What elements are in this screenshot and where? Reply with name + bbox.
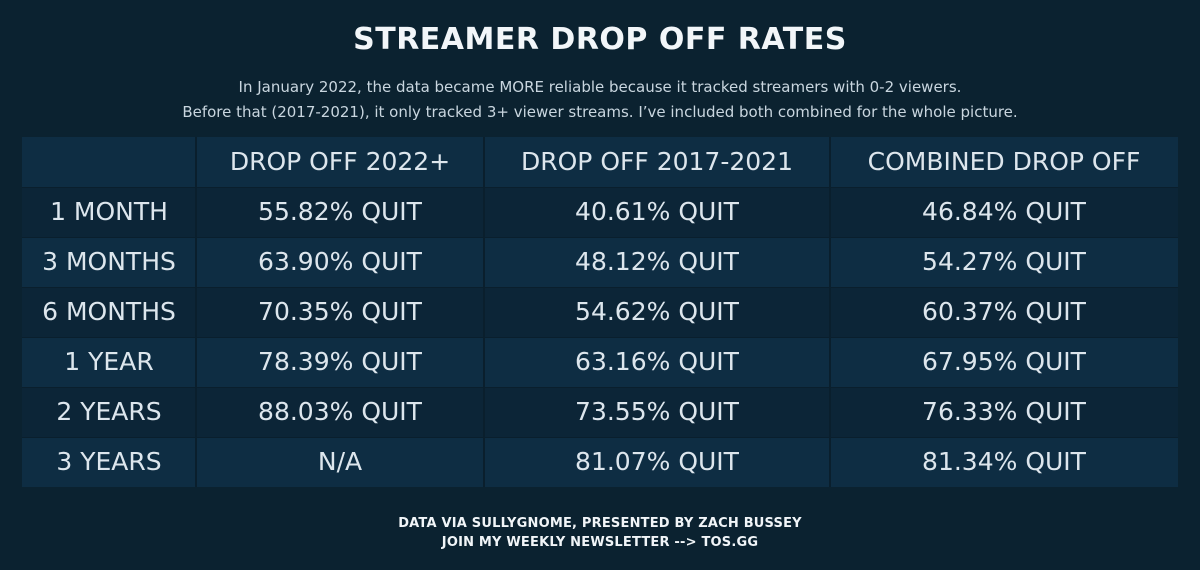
column-header: DROP OFF 2017-2021 [521, 147, 793, 176]
table-cell: 55.82% QUIT [258, 197, 422, 226]
table-cell: 40.61% QUIT [575, 197, 739, 226]
table-row: 2 YEARS 88.03% QUIT 73.55% QUIT 76.33% QUIT [22, 387, 1178, 437]
column-header: COMBINED DROP OFF [867, 147, 1141, 176]
row-label: 1 YEAR [64, 347, 154, 376]
column-divider [829, 137, 831, 487]
column-header [22, 137, 196, 187]
row-label: 2 YEARS [56, 397, 162, 426]
table-row: 3 MONTHS 63.90% QUIT 48.12% QUIT 54.27% QUI… [22, 237, 1178, 287]
table-cell: 54.27% QUIT [922, 247, 1086, 276]
table-cell: 54.62% QUIT [575, 297, 739, 326]
footer-newsletter: JOIN MY WEEKLY NEWSLETTER --> TOS.GG [441, 535, 759, 550]
drop-off-table: DROP OFF 2022+ DROP OFF 2017-2021 COMBINED… [22, 137, 1178, 487]
table-cell: 67.95% QUIT [922, 347, 1086, 376]
table-row: 1 MONTH 55.82% QUIT 40.61% QUIT 46.84% QUIT [22, 187, 1178, 237]
page-title: STREAMER DROP OFF RATES [353, 22, 847, 57]
table-cell: 78.39% QUIT [258, 347, 422, 376]
row-label: 3 YEARS [56, 447, 162, 476]
column-header: DROP OFF 2022+ [229, 147, 451, 176]
table-cell: 63.90% QUIT [258, 247, 422, 276]
row-divider [22, 387, 1178, 388]
row-label: 6 MONTHS [42, 297, 176, 326]
row-label: 3 MONTHS [42, 247, 176, 276]
table-cell: N/A [317, 447, 363, 476]
row-divider [22, 337, 1178, 338]
table-row: 3 YEARS N/A 81.07% QUIT 81.34% QUIT [22, 437, 1178, 487]
column-divider [195, 137, 197, 487]
row-label: 1 MONTH [50, 197, 168, 226]
table-row: 1 YEAR 78.39% QUIT 63.16% QUIT 67.95% QUIT [22, 337, 1178, 387]
column-divider [483, 137, 485, 487]
table-header-row: DROP OFF 2022+ DROP OFF 2017-2021 COMBINED… [22, 137, 1178, 187]
footer-credit: DATA VIA SULLYGNOME, PRESENTED BY ZACH B… [398, 516, 802, 531]
table-cell: 60.37% QUIT [922, 297, 1086, 326]
table-cell: 88.03% QUIT [258, 397, 422, 426]
table-cell: 81.34% QUIT [922, 447, 1086, 476]
subtitle-line-2: Before that (2017-2021), it only tracked… [182, 103, 1018, 121]
row-divider [22, 287, 1178, 288]
row-divider [22, 237, 1178, 238]
table-row: 6 MONTHS 70.35% QUIT 54.62% QUIT 60.37% QUI… [22, 287, 1178, 337]
table-cell: 63.16% QUIT [575, 347, 739, 376]
table-cell: 81.07% QUIT [575, 447, 739, 476]
table-cell: 76.33% QUIT [922, 397, 1086, 426]
subtitle-line-1: In January 2022, the data became MORE re… [238, 78, 962, 96]
table-cell: 73.55% QUIT [575, 397, 739, 426]
table-cell: 46.84% QUIT [922, 197, 1086, 226]
row-divider [22, 187, 1178, 188]
table-cell: 48.12% QUIT [575, 247, 739, 276]
table-cell: 70.35% QUIT [258, 297, 422, 326]
row-divider [22, 437, 1178, 438]
